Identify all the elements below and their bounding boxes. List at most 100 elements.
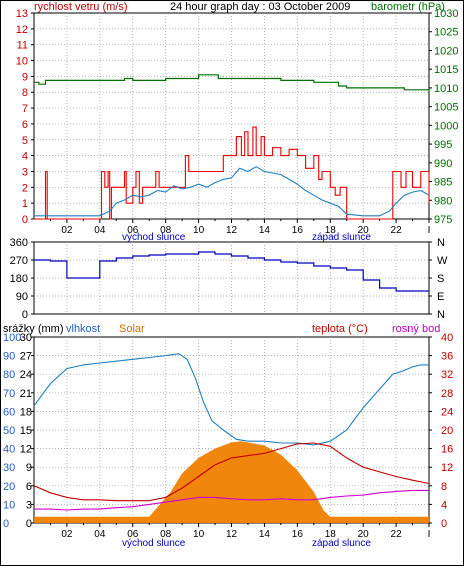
bottom-right-tick-label: 24 [441,406,453,418]
x-tick-label: 08 [160,225,172,236]
bottom-left-tick-label: 10 [3,499,15,511]
bottom-left-tick-label: 30 [3,462,15,474]
bottom-solar-tick-label: 12 [20,444,32,456]
direction-left-tick-label: 180 [10,273,28,285]
bottom-solar-tick-label: 21 [20,388,32,400]
direction-right-tick-label: N [437,237,445,249]
direction-left-tick-label: 270 [10,255,28,267]
x-tick-label: 02 [61,225,73,236]
top-left-tick-label: 7 [22,103,28,115]
top-left-tick-label: 6 [22,119,28,131]
dewpoint-line [34,489,429,511]
header-precip: srážky (mm) [3,323,64,335]
bottom-grid [34,337,429,523]
top-left-tick-label: 3 [22,166,28,178]
x-tick-label: 14 [259,529,271,540]
header-title: 24 hour graph day : 03 October 2009 [170,1,350,13]
top-left-tick-label: 5 [22,135,28,147]
header-solar: Solar [119,323,145,335]
bottom-left-tick-label: 80 [3,369,15,381]
header-wind-speed: rychlost vetru (m/s) [34,1,128,13]
direction-left-axis: 0 90 180 270 360 [10,237,34,321]
x-tick-label: 20 [358,225,370,236]
top-right-tick-label: 990 [434,158,452,170]
x-tick-label: 20 [358,529,370,540]
x-tick-label: 18 [325,225,337,236]
top-right-axis: 975 980 985 990 995 1000 1005 1010 1015 1020 1025 1… [429,8,458,226]
bottom-solar-tick-label: 9 [26,462,32,474]
bottom-left-tick-label: 20 [3,481,15,493]
top-left-tick-label: 2 [22,182,28,194]
x-tick-label: 02 [61,529,73,540]
bottom-right-tick-label: 16 [441,444,453,456]
top-left-tick-label: 4 [22,151,28,163]
bottom-left-tick-label: 50 [3,425,15,437]
x-tick-label: 04 [94,529,106,540]
bottom-right-tick-label: 4 [441,499,447,511]
top-plot [34,74,430,220]
humidity-line [33,353,429,446]
x-tick-label: 18 [325,529,337,540]
x-tick-label: 12 [226,225,238,236]
direction-right-tick-label: N [437,309,445,321]
header-humidity: vlhkost [66,323,100,335]
bottom-right-tick-label: 36 [441,351,453,363]
bottom-right-tick-label: 40 [441,332,453,344]
bottom-left-tick-label: 100 [3,332,21,344]
bottom-left-tick-label: 40 [3,444,15,456]
top-right-tick-label: 1015 [434,64,458,76]
direction-left-tick-label: 360 [10,237,28,249]
top-right-tick-label: 995 [434,139,452,151]
top-right-tick-label: 1010 [434,83,458,95]
bottom-solar-tick-label: 0 [26,518,32,530]
bottom-left-tick-label: 90 [3,351,15,363]
bottom-left-axis: 0 10 20 30 40 50 60 70 80 90 100 0 3 6 9 12 15 18 21 24 27 30 [3,332,34,530]
bottom-x-axis: 02 04 06 08 10 12 14 16 18 20 22 I [49,523,431,540]
header-temperature: teplota (°C) [312,323,368,335]
direction-line [34,251,429,292]
bottom-left-tick-label: 70 [3,388,15,400]
top-right-tick-label: 1030 [434,8,458,20]
top-sunrise-label: východ slunce [122,232,186,243]
direction-left-tick-label: 90 [16,291,28,303]
top-sunset-label: západ slunce [312,232,371,243]
top-left-tick-label: 13 [16,8,28,20]
x-tick-label: 04 [94,225,106,236]
top-left-tick-label: 10 [16,56,28,68]
top-x-axis: 02 04 06 08 10 12 14 16 18 20 22 I [49,219,430,236]
wind-gust-line [34,126,430,220]
x-tick-label: 14 [259,225,271,236]
top-left-tick-label: 8 [22,87,28,99]
x-tick-label: 16 [292,529,304,540]
direction-right-tick-label: E [437,291,444,303]
top-left-tick-label: 1 [22,198,28,210]
direction-left-tick-label: 0 [22,309,28,321]
direction-right-tick-label: S [437,273,444,285]
x-tick-label: I [428,529,431,540]
top-right-tick-label: 980 [434,195,452,207]
bottom-plot [33,353,430,523]
bottom-right-tick-label: 12 [441,462,453,474]
bottom-solar-tick-label: 24 [20,369,32,381]
x-tick-label: 06 [127,529,139,540]
x-tick-label: 22 [391,225,403,236]
top-right-tick-label: 1025 [434,27,458,39]
top-left-tick-label: 12 [16,24,28,36]
bottom-solar-tick-label: 15 [20,425,32,437]
bottom-right-tick-label: 32 [441,369,453,381]
top-left-tick-label: 9 [22,71,28,83]
bottom-right-tick-label: 8 [441,481,447,493]
header-dewpoint: rosný bod [392,323,440,335]
header-barometer: barometr (hPa) [371,1,445,13]
bottom-left-tick-label: 0 [3,518,9,530]
x-tick-label: 10 [193,225,205,236]
bottom-sunrise-label: východ slunce [122,538,186,549]
bottom-sunset-label: západ slunce [312,538,371,549]
bottom-solar-tick-label: 3 [26,499,32,511]
solar-area [34,441,429,523]
x-tick-label: 08 [160,529,172,540]
bottom-right-tick-label: 28 [441,388,453,400]
